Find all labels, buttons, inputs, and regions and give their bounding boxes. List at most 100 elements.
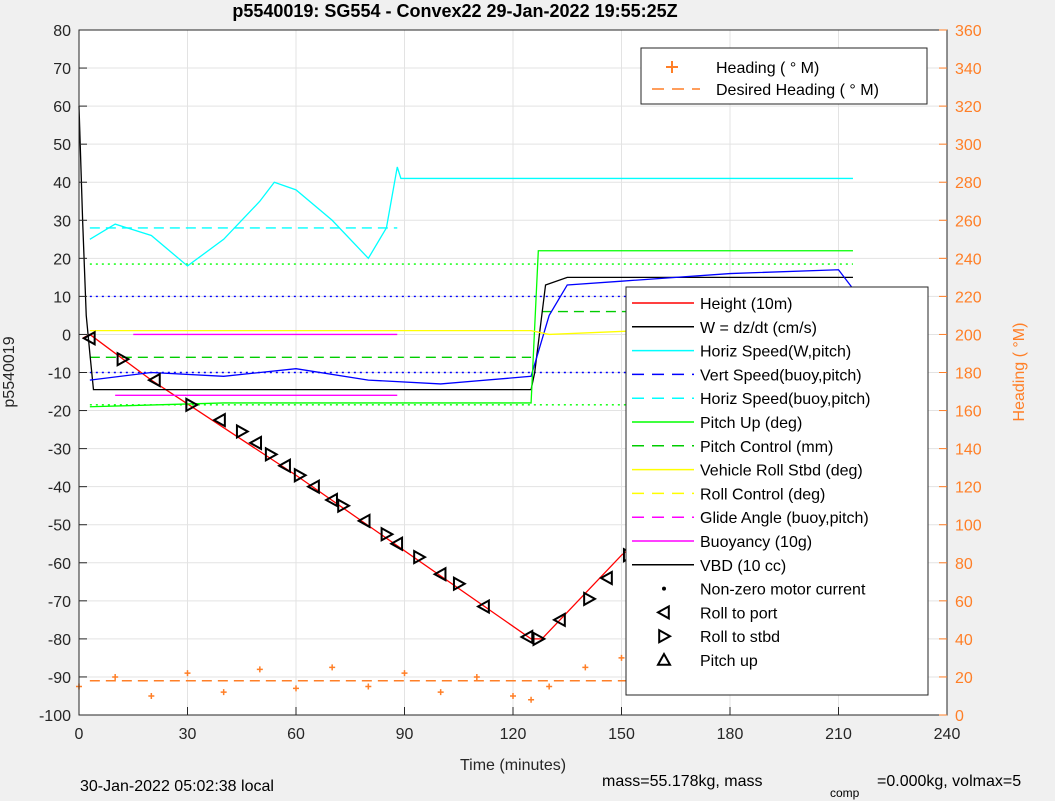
legend-label: Pitch Up (deg): [700, 415, 802, 432]
roll-marker-right: [337, 497, 352, 514]
roll-marker-left: [81, 330, 96, 346]
y-tick-label-right: 20: [955, 670, 973, 687]
legend-main: Height (10m) W = dz/dt (cm/s) Horiz Speed(…: [625, 286, 929, 696]
series-line: [78, 106, 853, 391]
y-tick-label-right: 340: [955, 61, 982, 78]
roll-marker-right: [452, 576, 467, 592]
y-tick-label-left: 50: [53, 137, 71, 154]
axes: 0 30 60 90 120 150 180 210 240-100-90-80-70-60-5…: [39, 23, 982, 743]
series-layer: [76, 106, 856, 703]
legend-label: Height (10m): [700, 296, 792, 313]
y-tick-label-left: -70: [48, 594, 71, 611]
roll-marker-right: [532, 631, 547, 647]
legend-label: VBD (10 cc): [700, 558, 786, 575]
heading-point: [148, 692, 155, 699]
y-tick-label-right: 300: [955, 137, 982, 154]
roll-marker-left: [277, 458, 291, 474]
roll-marker-left: [432, 566, 447, 582]
roll-marker-right: [264, 446, 279, 463]
x-tick-label: 90: [396, 726, 414, 743]
roll-marker-right: [116, 351, 131, 367]
y-axis-label-right: Heading ( °M): [1011, 323, 1028, 422]
heading-point: [437, 689, 444, 696]
x-tick-label: 30: [179, 726, 197, 743]
legend-label: Roll Control (deg): [700, 486, 825, 503]
heading-point: [293, 685, 299, 692]
roll-marker-left: [389, 536, 404, 552]
roll-marker-left: [248, 435, 263, 451]
legend-top-box: [640, 47, 928, 105]
legend-label: Pitch Control (mm): [700, 439, 833, 456]
footer-comp-subscript: comp: [830, 786, 860, 800]
heading-point: [112, 673, 119, 680]
heading-point: [528, 696, 535, 703]
heading-point: [401, 670, 408, 677]
roll-marker-left: [476, 598, 490, 615]
y-tick-label-right: 320: [955, 99, 982, 116]
y-tick-label-left: 20: [53, 251, 71, 268]
x-tick-label: 180: [717, 726, 744, 743]
roll-marker-right: [583, 591, 598, 607]
y-tick-label-right: 220: [955, 289, 982, 306]
roll-marker-right: [293, 467, 308, 483]
roll-marker-right: [235, 423, 250, 440]
heading-point: [220, 689, 227, 696]
roll-marker-up: [656, 651, 672, 666]
heading-point: [473, 673, 480, 680]
legend-label: Roll to stbd: [700, 629, 780, 646]
legend-label: Vert Speed(buoy,pitch): [700, 367, 862, 384]
heading-point: [256, 666, 263, 673]
footer-mass: mass=55.178kg, mass: [602, 773, 763, 790]
y-tick-label-left: -10: [48, 366, 71, 383]
legend-label: Vehicle Roll Stbd (deg): [700, 463, 863, 480]
y-tick-label-right: 280: [955, 175, 982, 192]
y-tick-label-right: 120: [955, 480, 982, 497]
heading-point: [618, 654, 625, 661]
roll-marker-left: [146, 372, 161, 388]
x-tick-label: 120: [500, 726, 527, 743]
y-tick-label-left: -60: [48, 556, 71, 573]
series-line: [89, 166, 853, 267]
y-tick-label-left: -20: [48, 404, 71, 421]
heading-point: [365, 683, 372, 690]
roll-marker-right: [658, 628, 673, 644]
series-line: [89, 269, 854, 385]
y-tick-label-left: -100: [39, 708, 71, 725]
roll-marker-left: [324, 492, 338, 508]
heading-point: [184, 670, 191, 677]
y-tick-label-left: 0: [62, 327, 71, 344]
y-tick-label-right: 100: [955, 518, 982, 535]
y-tick-label-left: 80: [53, 23, 71, 40]
heading-point: [582, 664, 589, 671]
y-tick-label-right: 0: [955, 708, 964, 725]
legend-top: Heading ( ° M) Desired Heading ( ° M): [640, 47, 928, 105]
x-tick-label: 0: [75, 726, 84, 743]
y-axis-label-left: p5540019: [1, 336, 18, 407]
heading-point: [510, 692, 516, 699]
legend-label: Horiz Speed(buoy,pitch): [700, 391, 870, 408]
y-tick-label-right: 140: [955, 442, 982, 459]
y-tick-label-left: 10: [53, 289, 71, 306]
legend-label: Roll to port: [700, 605, 778, 622]
legend-top-swatch: [666, 61, 678, 73]
heading-point: [329, 664, 336, 671]
x-tick-label: 60: [287, 726, 305, 743]
y-tick-label-right: 240: [955, 251, 982, 268]
footer-local-time: 30-Jan-2022 05:02:38 local: [80, 778, 274, 795]
roll-marker-left: [519, 629, 534, 645]
legend-label: W = dz/dt (cm/s): [700, 320, 817, 337]
legend-label: Non-zero motor current: [700, 582, 866, 599]
roll-marker-left: [306, 478, 320, 495]
legend-main-box: [625, 286, 929, 696]
series-line: [89, 250, 853, 408]
y-tick-label-left: -50: [48, 518, 71, 535]
y-tick-label-left: 30: [53, 213, 71, 230]
y-tick-label-right: 160: [955, 404, 982, 421]
roll-marker-left: [356, 513, 371, 529]
y-tick-label-left: -40: [48, 480, 71, 497]
y-tick-label-left: 70: [53, 61, 71, 78]
x-tick-label: 150: [608, 726, 635, 743]
roll-marker-left: [598, 570, 613, 586]
heading-point: [546, 683, 553, 690]
roll-marker-left: [655, 604, 670, 621]
